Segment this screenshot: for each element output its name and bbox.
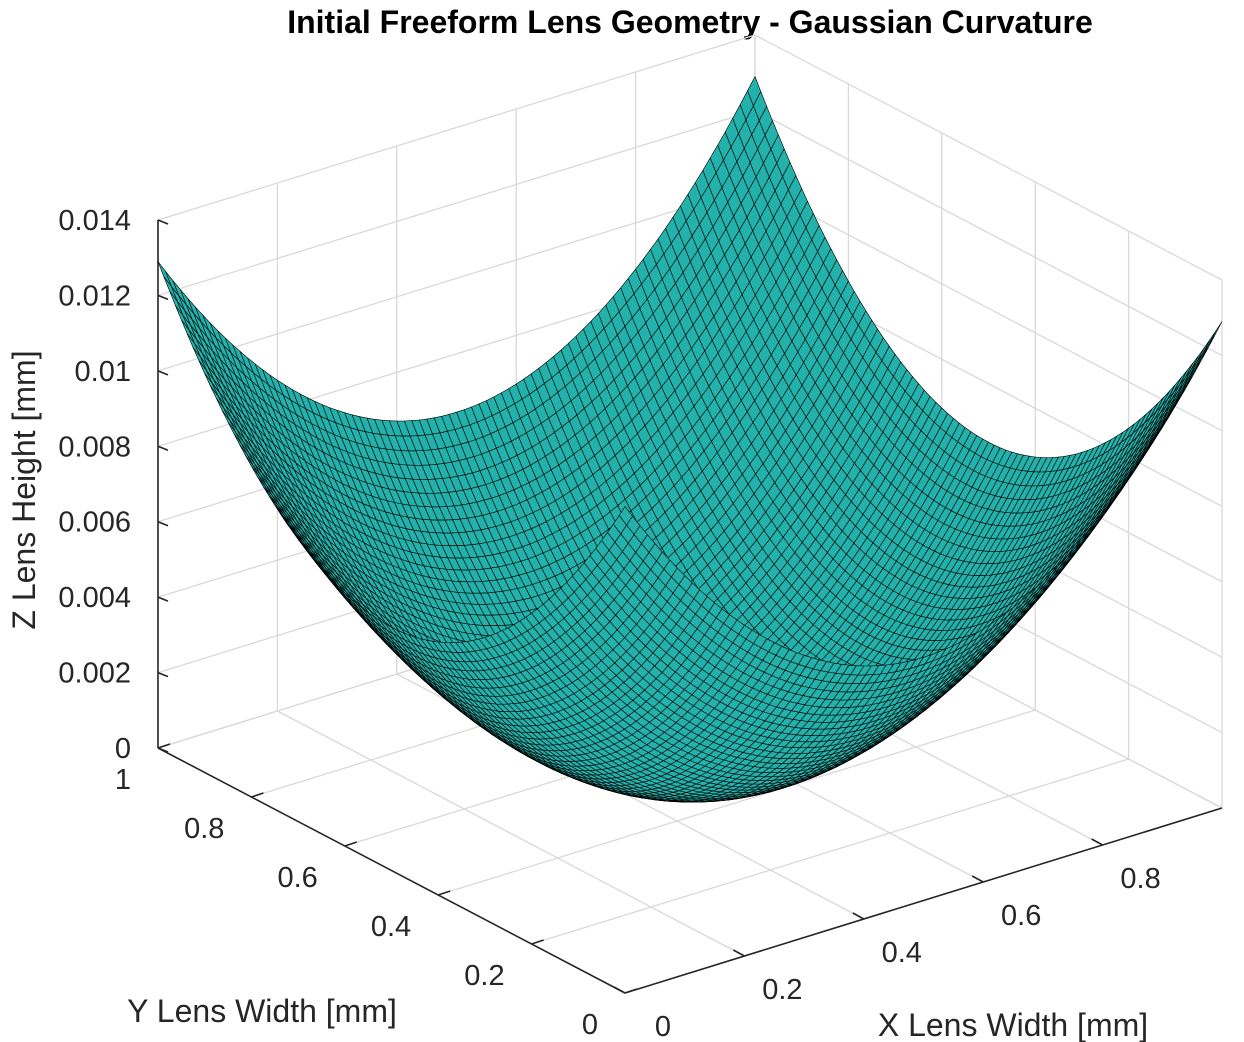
z-tick-label: 0.01	[75, 356, 131, 388]
z-tick-mark	[157, 370, 169, 376]
z-tick-mark	[157, 294, 169, 301]
z-tick-mark	[157, 219, 169, 225]
z-tick-mark	[157, 596, 169, 602]
x-tick-mark	[733, 949, 745, 957]
x-tick-mark	[613, 986, 626, 994]
y-tick-mark	[344, 841, 358, 847]
y-tick-label: 0.6	[277, 862, 317, 894]
z-tick-label: 0	[115, 733, 131, 765]
z-tick-label: 0.004	[58, 582, 131, 614]
z-tick-label: 0.012	[58, 280, 131, 312]
x-tick-mark	[1091, 838, 1103, 846]
x-tick-label: 0.2	[762, 974, 802, 1006]
y-tick-mark	[437, 890, 451, 896]
y-tick-label: 0.4	[371, 911, 411, 943]
grid-line	[157, 109, 756, 297]
grid-line	[438, 709, 1036, 896]
y-tick-mark	[251, 792, 264, 798]
z-tick-label: 0.006	[58, 507, 131, 539]
axis-lines	[157, 220, 1223, 994]
grid-line	[754, 109, 1223, 357]
grid-line	[531, 758, 1129, 945]
z-tick-mark	[157, 747, 169, 753]
y-tick-label: 0.8	[184, 813, 224, 845]
y-tick-label: 0	[582, 1009, 598, 1041]
grid-line	[157, 185, 756, 372]
x-tick-label: 0.6	[1001, 900, 1041, 932]
grid-line	[754, 185, 1223, 432]
axis-line	[624, 807, 1223, 994]
z-tick-mark	[157, 671, 169, 678]
x-tick-mark	[852, 912, 865, 920]
z-axis-ticks: 0 0.002 0.004 0.006 0.008 0.01 0.012 0.014	[58, 205, 169, 765]
x-axis-ticks: 0 0.2 0.4 0.6 0.8	[613, 838, 1161, 1042]
z-tick-label: 0.002	[58, 658, 131, 690]
z-tick-label: 0.008	[58, 431, 131, 463]
chart-title: Initial Freeform Lens Geometry - Gaussia…	[287, 4, 1093, 40]
y-tick-label: 0.2	[464, 960, 504, 992]
surface-face	[157, 261, 172, 287]
grid-line	[754, 34, 1223, 281]
lens-surface	[157, 76, 1223, 803]
x-tick-label: 0.8	[1120, 863, 1160, 895]
z-tick-label: 0.014	[58, 205, 131, 237]
x-tick-label: 0	[655, 1011, 671, 1042]
z-tick-mark	[157, 445, 169, 452]
y-tick-label: 1	[115, 764, 131, 796]
z-tick-mark	[157, 520, 169, 527]
grid-line	[277, 710, 745, 957]
grid-line	[157, 34, 756, 221]
y-axis-ticks: 0 0.2 0.4 0.6 0.8 1	[115, 743, 638, 1041]
x-tick-mark	[971, 875, 984, 883]
x-tick-label: 0.4	[882, 937, 922, 969]
axis-line	[157, 747, 626, 994]
y-tick-mark	[531, 939, 544, 945]
y-tick-mark	[157, 743, 171, 749]
y-tick-mark	[624, 988, 638, 994]
